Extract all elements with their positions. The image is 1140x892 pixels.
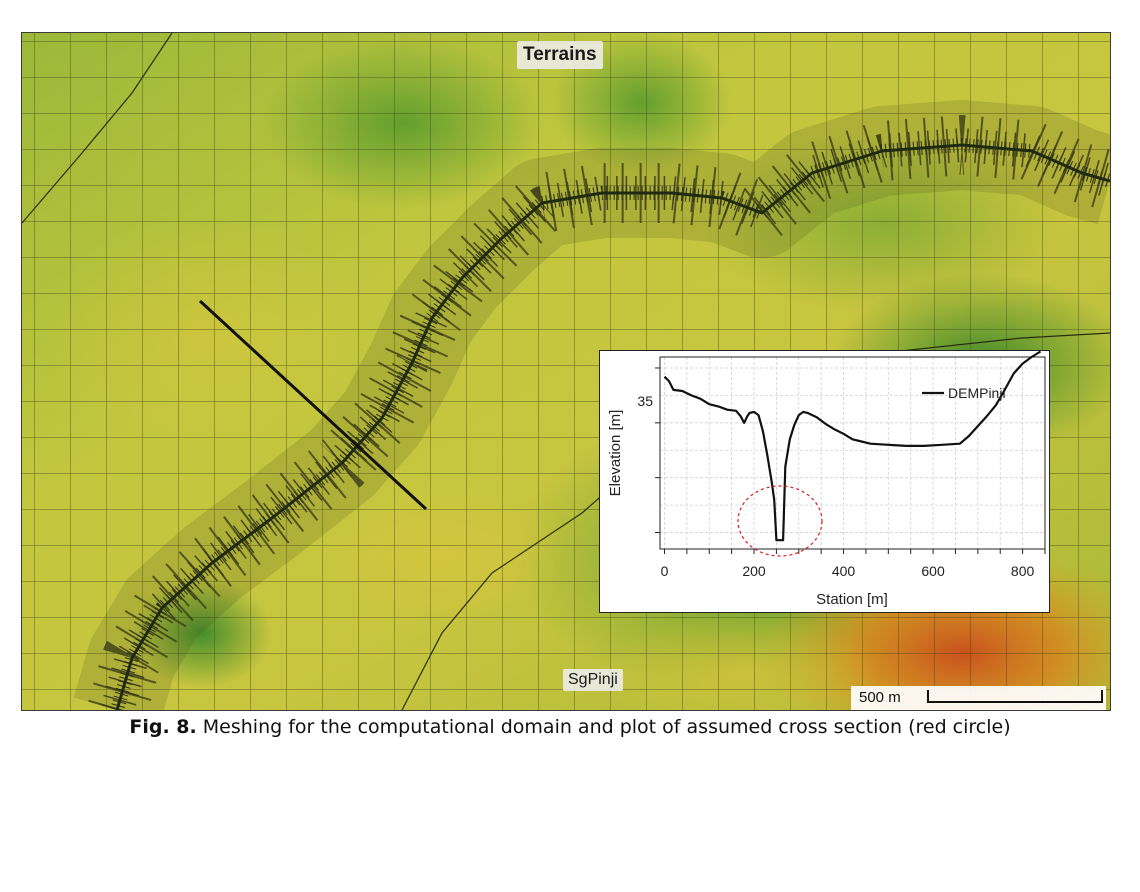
x-tick-label: 0 bbox=[661, 563, 669, 579]
caption-text: Meshing for the computational domain and… bbox=[196, 716, 1011, 738]
x-tick-label: 400 bbox=[832, 563, 856, 579]
scale-label: 500 m bbox=[859, 689, 901, 706]
y-axis: 35 bbox=[637, 367, 660, 534]
x-tick-label: 600 bbox=[921, 563, 945, 579]
cross-section-line bbox=[198, 299, 428, 511]
x-axis: 0 200 400 600 800 bbox=[661, 549, 1046, 579]
scale-bar-graphic bbox=[927, 690, 1103, 703]
river-centerline bbox=[115, 143, 1110, 710]
y-tick-label: 35 bbox=[637, 393, 653, 409]
terrain-layer-label: Terrains bbox=[517, 41, 603, 69]
x-axis-label: Station [m] bbox=[816, 591, 888, 608]
cross-section-plot: 0 200 400 600 800 35 DEMPinji Station [m] El… bbox=[599, 350, 1050, 613]
legend-label: DEMPinji bbox=[948, 385, 1006, 401]
river-label: SgPinji bbox=[563, 669, 623, 691]
x-tick-label: 800 bbox=[1011, 563, 1035, 579]
figure-number: Fig. 8. bbox=[129, 716, 197, 738]
scale-bar: 500 m bbox=[851, 686, 1106, 710]
plot-frame bbox=[659, 356, 1046, 550]
figure-caption: Fig. 8. Meshing for the computational do… bbox=[0, 716, 1140, 738]
assumed-cross-section-circle bbox=[737, 485, 823, 557]
series-line-dempinji bbox=[663, 351, 1042, 542]
x-tick-label: 200 bbox=[742, 563, 766, 579]
terrain-map[interactable]: Terrains SgPinji 500 m 0 200 400 600 800 35 … bbox=[21, 32, 1111, 711]
y-axis-label: Elevation [m] bbox=[607, 410, 624, 497]
cross-section-chart: 0 200 400 600 800 35 DEMPinji Station [m] El… bbox=[607, 351, 1046, 608]
